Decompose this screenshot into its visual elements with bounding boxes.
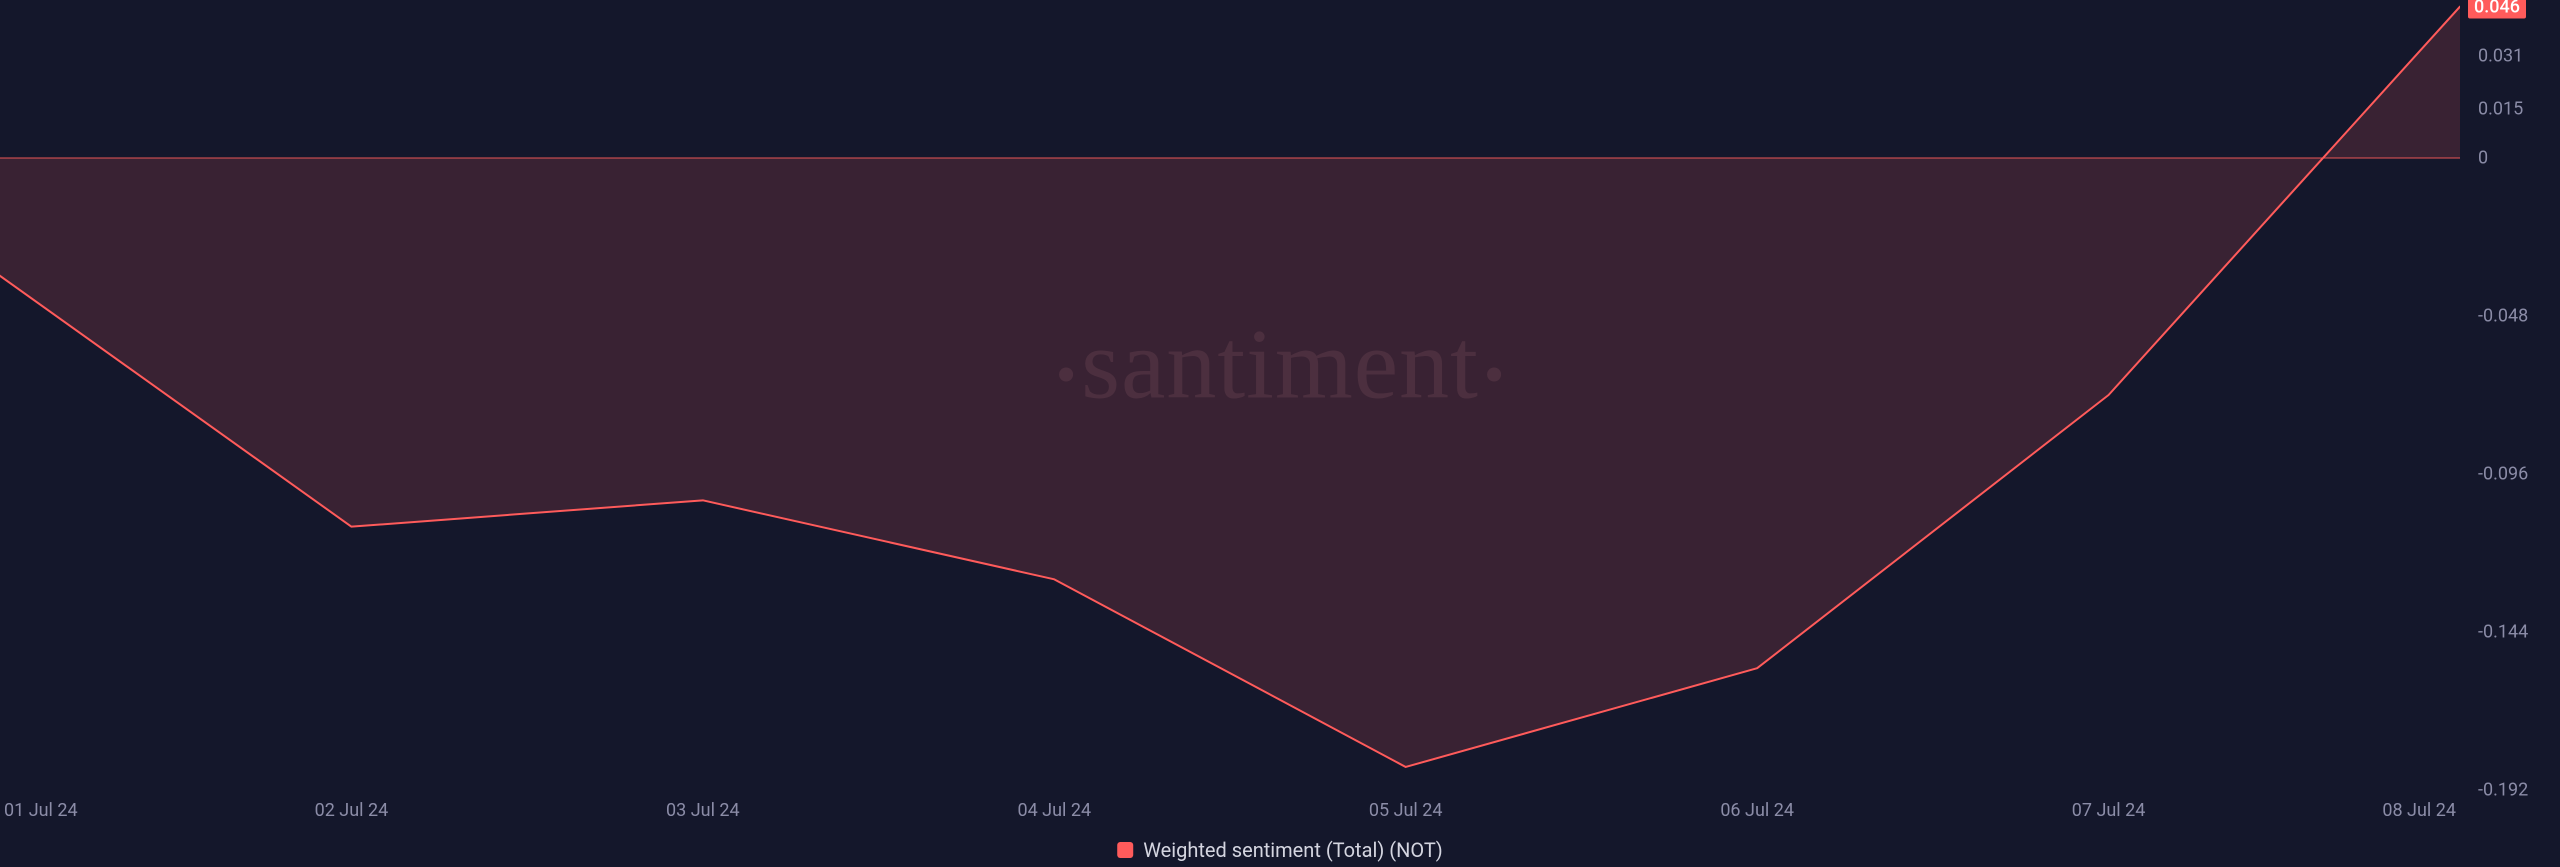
chart-svg bbox=[0, 0, 2560, 867]
x-tick-label: 07 Jul 24 bbox=[2072, 800, 2146, 821]
x-tick-label: 02 Jul 24 bbox=[315, 800, 389, 821]
y-tick-label: -0.048 bbox=[2478, 306, 2528, 327]
legend-label: Weighted sentiment (Total) (NOT) bbox=[1143, 838, 1443, 862]
x-tick-label: 05 Jul 24 bbox=[1369, 800, 1443, 821]
x-tick-label: 01 Jul 24 bbox=[4, 800, 78, 821]
current-value-badge: 0.046 bbox=[2468, 0, 2526, 18]
x-tick-label: 03 Jul 24 bbox=[666, 800, 740, 821]
y-tick-label: -0.096 bbox=[2478, 464, 2528, 485]
x-tick-label: 04 Jul 24 bbox=[1017, 800, 1091, 821]
y-tick-label: 0 bbox=[2478, 148, 2488, 169]
x-tick-label: 08 Jul 24 bbox=[2382, 800, 2456, 821]
chart-legend[interactable]: Weighted sentiment (Total) (NOT) bbox=[1117, 838, 1443, 862]
current-value-text: 0.046 bbox=[2474, 0, 2520, 17]
x-tick-label: 06 Jul 24 bbox=[1720, 800, 1794, 821]
y-tick-label: -0.192 bbox=[2478, 780, 2528, 801]
y-tick-label: 0.015 bbox=[2478, 98, 2523, 119]
legend-swatch bbox=[1117, 842, 1133, 858]
y-tick-label: -0.144 bbox=[2478, 622, 2528, 643]
y-tick-label: 0.031 bbox=[2478, 45, 2523, 66]
sentiment-chart: santiment 01 Jul 2402 Jul 2403 Jul 2404 … bbox=[0, 0, 2560, 867]
